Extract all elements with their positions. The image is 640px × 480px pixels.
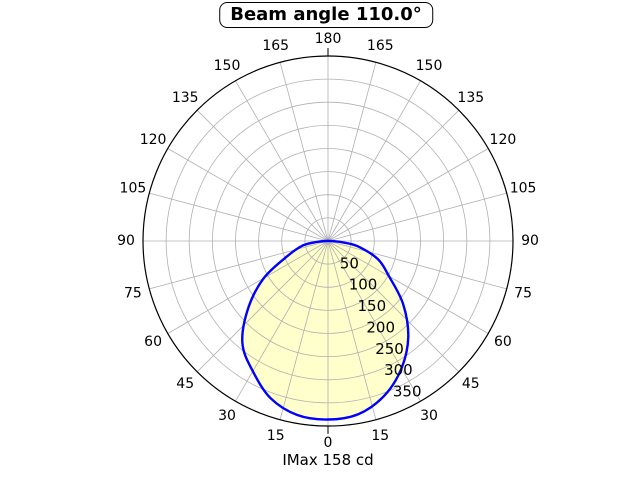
- angular-gridline: [149, 192, 329, 242]
- angle-tick-label: 90: [117, 233, 135, 249]
- angular-gridline: [327, 80, 421, 242]
- angular-gridline: [327, 240, 421, 402]
- radial-tick-label: 150: [358, 297, 387, 315]
- angular-gridline: [327, 240, 377, 420]
- radial-tick-label: 200: [366, 319, 395, 337]
- angular-gridline: [235, 80, 329, 242]
- angle-tick-label: 45: [176, 376, 194, 392]
- angular-gridline: [327, 62, 377, 242]
- angle-tick-label: 15: [267, 428, 285, 444]
- angle-tick-label: 180: [315, 31, 342, 47]
- angle-tick-label: 90: [521, 233, 539, 249]
- angular-gridline: [327, 240, 489, 334]
- angle-tick-label: 75: [514, 285, 532, 301]
- angular-gridline: [327, 192, 507, 242]
- radial-tick-label: 300: [384, 361, 413, 379]
- angle-tick-label: 135: [172, 90, 199, 106]
- angle-tick-label: 30: [218, 408, 236, 424]
- angle-tick-label: 165: [262, 38, 289, 54]
- radial-tick-label: 350: [393, 383, 422, 401]
- radial-tick-label: 100: [349, 276, 378, 294]
- beam-curve: [241, 239, 410, 421]
- angle-tick-label: 120: [140, 132, 167, 148]
- chart-title-box: Beam angle 110.0°: [219, 2, 433, 28]
- radial-tick-label: 250: [375, 340, 404, 358]
- angular-gridline: [327, 240, 507, 290]
- angle-tick-label: 0: [324, 435, 333, 451]
- angular-gridline: [167, 240, 329, 334]
- angle-tick-label: 75: [124, 285, 142, 301]
- angle-tick-label: 105: [510, 181, 537, 197]
- angle-tick-label: 150: [214, 58, 241, 74]
- angular-gridline: [167, 148, 329, 242]
- angular-gridline: [235, 240, 329, 402]
- angle-tick-label: 135: [457, 90, 484, 106]
- angular-gridline: [196, 240, 329, 373]
- chart-title: Beam angle 110.0°: [230, 4, 422, 25]
- angular-gridline: [327, 148, 489, 242]
- angular-gridline: [196, 109, 329, 242]
- radial-tick-label: 50: [340, 254, 359, 272]
- angle-tick-label: 45: [462, 376, 480, 392]
- angle-tick-label: 30: [420, 408, 438, 424]
- angular-gridline: [279, 240, 329, 420]
- angle-tick-label: 165: [367, 38, 394, 54]
- angular-gridline: [279, 62, 329, 242]
- angle-tick-label: 60: [494, 334, 512, 350]
- angular-gridline: [327, 240, 460, 373]
- angle-tick-label: 105: [120, 181, 147, 197]
- angle-tick-label: 60: [144, 334, 162, 350]
- angle-tick-label: 15: [371, 428, 389, 444]
- angle-tick-label: 120: [490, 132, 517, 148]
- imax-label: IMax 158 cd: [282, 451, 374, 469]
- angular-gridline: [327, 109, 460, 242]
- angle-tick-label: 150: [416, 58, 443, 74]
